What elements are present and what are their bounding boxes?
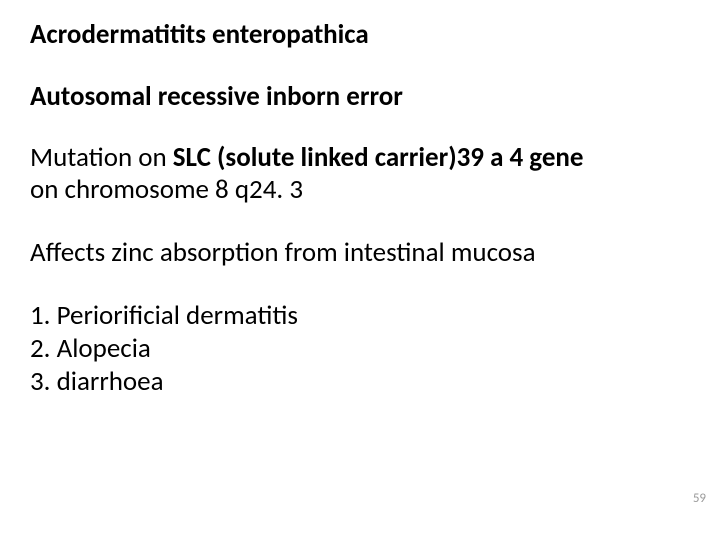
subtitle: Autosomal recessive inborn error: [30, 80, 690, 114]
triad-list: 1. Periorificial dermatitis 2. Alopecia …: [30, 300, 690, 399]
slide: Acrodermatitits enteropathica Autosomal …: [0, 0, 720, 540]
page-number: 59: [693, 491, 706, 506]
list-item: 3. diarrhoea: [30, 366, 690, 399]
mutation-pre: Mutation on: [30, 141, 173, 174]
list-item: 2. Alopecia: [30, 333, 690, 366]
mutation-line2: on chromosome 8 q24. 3: [30, 173, 303, 206]
slide-title: Acrodermatitits enteropathica: [30, 18, 690, 52]
effect-paragraph: Affects zinc absorption from intestinal …: [30, 237, 690, 270]
list-item: 1. Periorificial dermatitis: [30, 300, 690, 333]
mutation-paragraph: Mutation on SLC (solute linked carrier)3…: [30, 142, 690, 208]
mutation-bold: SLC (solute linked carrier)39 a 4 gene: [173, 141, 584, 174]
